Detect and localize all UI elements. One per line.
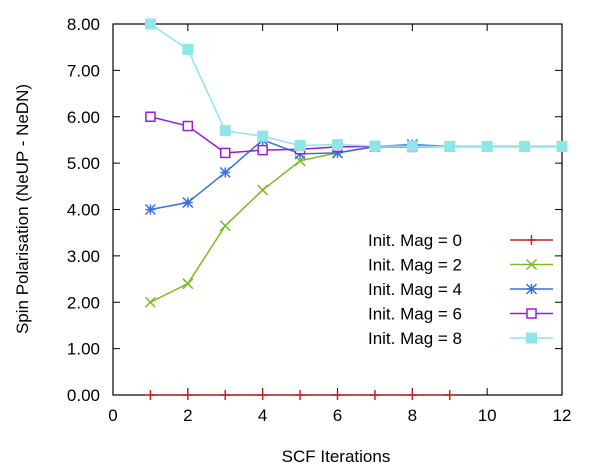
- data-point: [219, 220, 231, 232]
- plot-frame: [112, 23, 563, 396]
- y-tick-label: 8.00: [67, 15, 100, 34]
- data-point: [220, 147, 231, 159]
- data-point: [369, 390, 380, 400]
- legend-item: Init. Mag = 6: [368, 305, 553, 324]
- x-tick-label: 12: [553, 406, 572, 425]
- series-line: [149, 23, 562, 148]
- legend-label: Init. Mag = 2: [368, 256, 462, 275]
- data-point: [145, 390, 156, 400]
- data-point: [407, 390, 418, 400]
- legend: Init. Mag = 0 Init. Mag = 2 Init. Mag = 4 I…: [368, 231, 553, 348]
- x-tick-label: 4: [258, 406, 267, 425]
- y-tick-label: 5.00: [67, 154, 100, 173]
- x-tick-label: 0: [108, 406, 117, 425]
- data-point: [182, 390, 193, 400]
- legend-marker: [526, 332, 537, 344]
- plot-border: [112, 23, 563, 396]
- data-point: [257, 184, 269, 196]
- data-point: [406, 140, 418, 152]
- x-tick-label: 10: [478, 406, 497, 425]
- legend-label: Init. Mag = 0: [368, 231, 462, 250]
- data-point: [369, 140, 381, 152]
- legend-item: Init. Mag = 2: [368, 256, 553, 275]
- series-line: [150, 139, 562, 211]
- data-point: [257, 130, 269, 142]
- y-tick-label: 0.00: [67, 386, 100, 405]
- data-point: [144, 296, 156, 308]
- series-line: [150, 145, 562, 303]
- data-point: [182, 197, 194, 209]
- legend-item: Init. Mag = 0: [368, 231, 553, 250]
- data-point: [145, 111, 156, 122]
- x-tick-label: 2: [183, 406, 192, 425]
- data-point: [556, 140, 568, 152]
- data-point: [295, 390, 306, 400]
- data-point: [332, 390, 343, 400]
- data-point: [481, 140, 493, 152]
- y-axis-title: Spin Polarisation (NeUP - NeDN): [13, 84, 32, 334]
- data-point: [444, 390, 455, 400]
- x-axis-title: SCF Iterations: [282, 447, 391, 466]
- data-point: [144, 203, 156, 216]
- data-point: [182, 120, 194, 132]
- data-point: [332, 139, 343, 151]
- series-line: [150, 116, 562, 154]
- y-tick-label: 6.00: [67, 108, 100, 127]
- y-tick-label: 7.00: [67, 61, 100, 80]
- series-5: [144, 18, 568, 152]
- y-tick-label: 2.00: [67, 293, 100, 312]
- data-point: [144, 18, 156, 30]
- data-point: [182, 44, 194, 56]
- legend-marker: [525, 283, 538, 295]
- data-point: [294, 140, 306, 152]
- data-point: [257, 144, 268, 156]
- data-point: [182, 278, 194, 290]
- legend-label: Init. Mag = 8: [368, 329, 462, 348]
- legend-item: Init. Mag = 4: [368, 280, 553, 299]
- data-point: [220, 390, 231, 400]
- data-point: [219, 166, 231, 178]
- legend-marker: [526, 235, 537, 245]
- series-1: [145, 390, 455, 400]
- data-point: [257, 390, 268, 400]
- legend-item: Init. Mag = 8: [368, 329, 553, 348]
- data-point: [219, 125, 231, 137]
- x-tick-label: 6: [333, 406, 342, 425]
- legend-marker: [526, 308, 537, 319]
- legend-label: Init. Mag = 4: [368, 280, 462, 299]
- y-tick-label: 3.00: [67, 247, 100, 266]
- y-tick-label: 1.00: [67, 340, 100, 359]
- data-point: [519, 140, 531, 152]
- x-tick-label: 8: [408, 406, 417, 425]
- data-point: [444, 140, 456, 152]
- y-tick-label: 4.00: [67, 201, 100, 220]
- axis-ticks: 0 2 4 6 8 10 12 0.00 1.00 2.00 3.00 4.00 5.00 6.00 7.0…: [67, 15, 572, 425]
- series-layer: [144, 18, 568, 400]
- legend-marker: [525, 258, 538, 271]
- series-2: [144, 140, 568, 308]
- legend-label: Init. Mag = 6: [368, 305, 462, 324]
